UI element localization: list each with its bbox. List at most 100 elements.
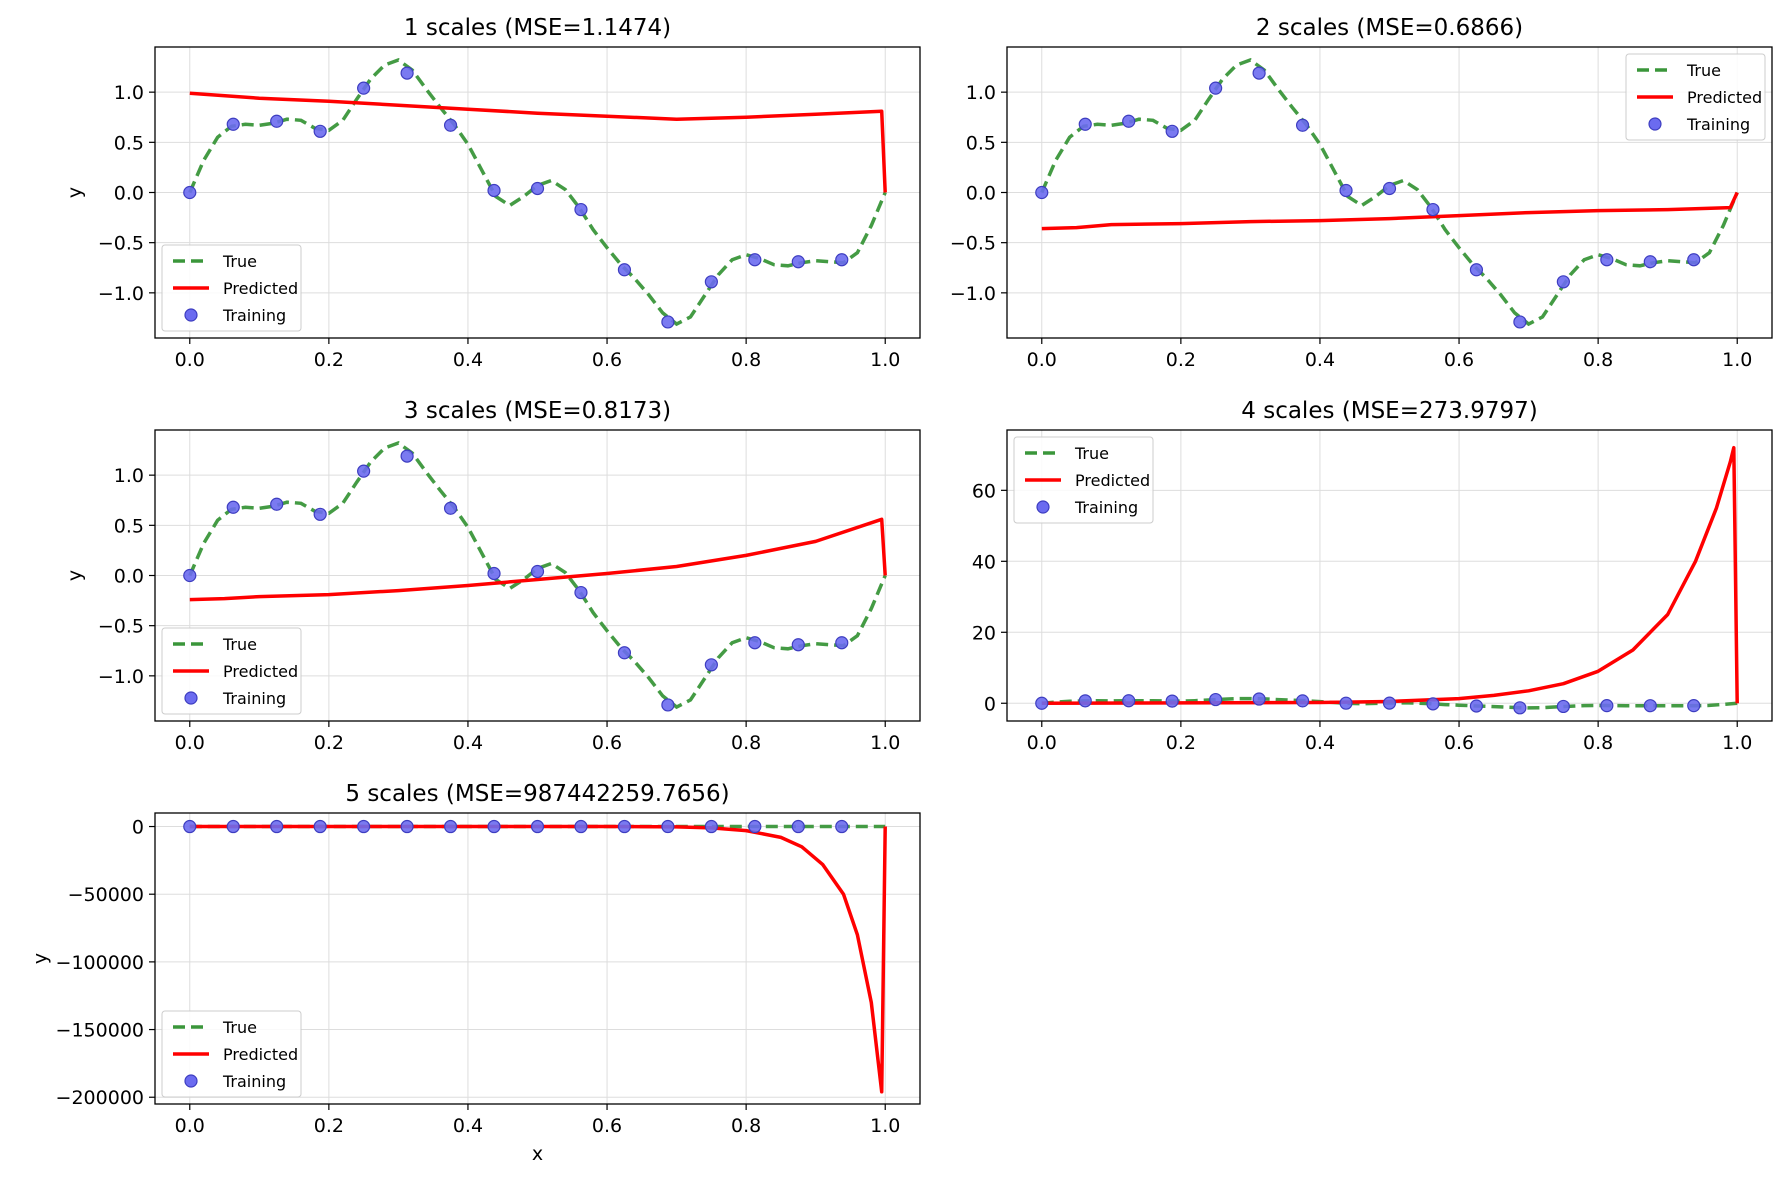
legend-training-swatch — [1648, 117, 1662, 131]
training-point — [1122, 114, 1136, 128]
training-point — [791, 819, 805, 834]
x-tick-label: 0.6 — [592, 1115, 622, 1137]
legend-training-swatch — [184, 691, 198, 705]
legend: True Predicted Training — [1013, 436, 1154, 524]
training-point — [400, 66, 414, 80]
x-tick-label: 0.0 — [1027, 349, 1057, 371]
training-point — [530, 181, 545, 196]
training-point — [270, 819, 284, 834]
training-point — [443, 501, 458, 515]
training-point — [1469, 263, 1484, 277]
legend-label: Predicted — [1075, 471, 1150, 490]
training-point — [835, 636, 849, 650]
legend-label: Training — [1074, 498, 1138, 517]
training-point — [1687, 253, 1701, 267]
training-point — [661, 819, 675, 834]
training-point — [1643, 699, 1657, 713]
predicted-line — [1041, 191, 1739, 231]
y-tick-label: 1.0 — [966, 82, 996, 104]
training-point — [1165, 124, 1179, 138]
y-tick-label: 0.0 — [114, 183, 144, 205]
x-tick-label: 0.2 — [314, 732, 344, 754]
x-tick-label: 0.8 — [731, 1115, 761, 1137]
legend-box — [1013, 436, 1154, 524]
plot-area — [1035, 58, 1739, 329]
x-tick-label: 0.0 — [175, 1115, 205, 1137]
x-tick-label: 0.8 — [1583, 349, 1613, 371]
x-tick-label: 1.0 — [870, 349, 900, 371]
axes-frame — [1006, 46, 1773, 339]
y-tick-label: 0.5 — [114, 132, 144, 154]
training-point — [1209, 692, 1223, 707]
training-point — [1513, 315, 1527, 329]
legend-training-swatch — [184, 308, 198, 322]
y-tick-label: 0.5 — [966, 132, 996, 154]
x-tick-label: 0.8 — [731, 732, 761, 754]
legend-label: True — [222, 635, 257, 654]
x-tick-label: 0.0 — [1027, 732, 1057, 754]
true-line — [188, 441, 887, 710]
training-point — [1600, 699, 1614, 713]
training-point — [1600, 253, 1614, 267]
x-tick-label: 0.8 — [1583, 732, 1613, 754]
legend-label: Predicted — [1687, 88, 1762, 107]
x-tick-label: 0.0 — [175, 732, 205, 754]
x-tick-label: 0.0 — [175, 349, 205, 371]
x-tick-label: 0.6 — [592, 349, 622, 371]
y-tick-label: 1.0 — [114, 82, 144, 104]
x-tick-label: 0.2 — [314, 349, 344, 371]
y-tick-label: −100000 — [56, 952, 144, 974]
training-point — [1687, 699, 1701, 713]
x-tick-label: 1.0 — [870, 732, 900, 754]
y-tick-label: −1.0 — [98, 666, 144, 688]
legend-label: Training — [222, 689, 286, 708]
training-point — [443, 819, 458, 834]
legend-label: True — [1074, 444, 1109, 463]
training-point — [704, 658, 718, 672]
legend: True Predicted Training — [161, 627, 302, 715]
y-tick-label: −1.0 — [98, 283, 144, 305]
training-point — [226, 500, 240, 514]
training-point — [270, 497, 284, 511]
y-axis-label: y — [64, 570, 86, 581]
training-point — [1035, 696, 1049, 710]
x-tick-label: 0.2 — [314, 1115, 344, 1137]
x-tick-label: 0.8 — [731, 349, 761, 371]
x-axis-label: x — [532, 1143, 543, 1165]
axes-frame — [154, 46, 921, 339]
predicted-line — [1041, 445, 1739, 706]
training-point — [1035, 185, 1049, 200]
training-point — [357, 819, 371, 834]
training-point — [1556, 699, 1570, 714]
x-tick-label: 0.4 — [1305, 349, 1335, 371]
y-tick-label: 60 — [972, 480, 996, 502]
training-point — [1122, 694, 1136, 708]
legend: True Predicted Training — [161, 244, 302, 332]
y-tick-label: −0.5 — [950, 233, 996, 255]
training-point — [357, 464, 371, 478]
plot-area — [183, 819, 887, 1094]
axes-frame — [154, 429, 921, 722]
training-point — [1513, 701, 1527, 715]
training-point — [835, 253, 849, 267]
training-point — [1295, 118, 1310, 132]
training-point — [183, 819, 197, 834]
x-tick-label: 1.0 — [870, 1115, 900, 1137]
y-tick-label: 0.5 — [114, 515, 144, 537]
y-axis-label: y — [64, 187, 86, 198]
y-tick-label: 40 — [972, 551, 996, 573]
axes-frame — [154, 812, 921, 1105]
y-tick-label: 0.0 — [966, 183, 996, 205]
training-point — [357, 81, 371, 95]
x-tick-label: 1.0 — [1722, 732, 1752, 754]
y-tick-label: −1.0 — [950, 283, 996, 305]
x-tick-label: 1.0 — [1722, 349, 1752, 371]
training-point — [400, 449, 414, 463]
plot-area — [1035, 445, 1739, 715]
y-tick-label: 0 — [132, 817, 144, 839]
axes-frame — [1006, 429, 1773, 722]
x-tick-label: 0.4 — [453, 1115, 483, 1137]
x-tick-label: 0.6 — [1444, 732, 1474, 754]
training-point — [1252, 66, 1266, 80]
training-point — [183, 568, 197, 583]
